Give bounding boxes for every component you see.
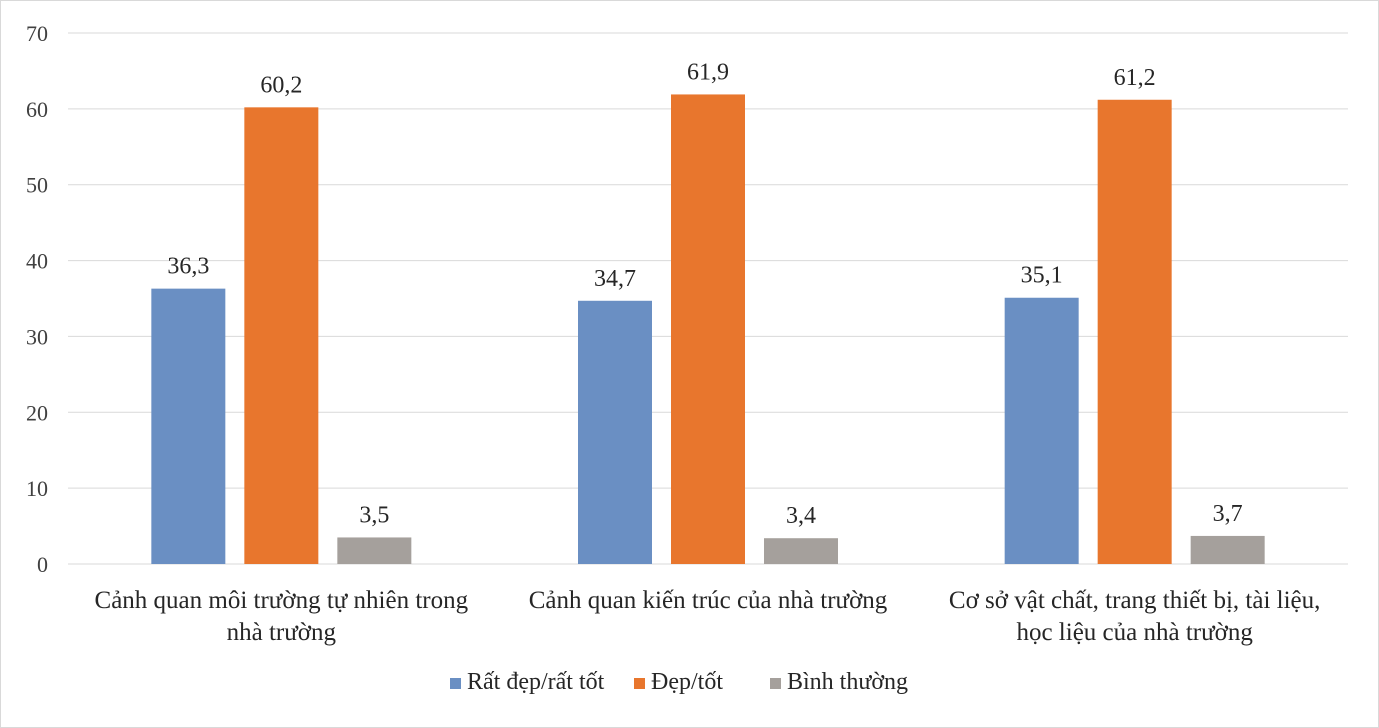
y-tick-label: 40	[26, 249, 48, 274]
y-tick-label: 20	[26, 400, 48, 425]
y-tick-label: 10	[26, 476, 48, 501]
legend-label: Bình thường	[787, 669, 908, 695]
data-label: 60,2	[260, 72, 302, 98]
category-label: Cảnh quan kiến trúc của nhà trường	[529, 587, 888, 614]
data-label: 35,1	[1021, 263, 1063, 289]
data-label: 34,7	[594, 266, 636, 292]
bar	[1004, 297, 1079, 564]
bars	[151, 94, 1265, 565]
category-label: Cơ sở vật chất, trang thiết bị, tài liệu…	[949, 587, 1321, 614]
bar	[151, 288, 226, 564]
legend-swatch	[450, 678, 461, 689]
legend: Rất đẹp/rất tốt Đẹp/tốt Bình thường	[450, 669, 908, 695]
data-labels: 36,3 60,2 3,5 34,7 61,9 3,4 35,1 61,2 3,7	[167, 59, 1242, 529]
y-tick-label: 30	[26, 324, 48, 349]
y-tick-label: 70	[26, 21, 48, 46]
data-label: 36,3	[167, 254, 209, 280]
bar	[337, 537, 412, 564]
data-label: 61,9	[687, 59, 729, 85]
category-label: Cảnh quan môi trường tự nhiên trong	[95, 587, 469, 614]
y-tick-label: 60	[26, 97, 48, 122]
legend-swatch	[770, 678, 781, 689]
category-label: nhà trường	[227, 619, 337, 646]
y-tick-label: 50	[26, 173, 48, 198]
category-label: học liệu của nhà trường	[1016, 619, 1253, 646]
y-axis: 0 10 20 30 40 50 60 70	[26, 21, 48, 577]
data-label: 3,4	[786, 503, 816, 529]
x-axis: Cảnh quan môi trường tự nhiên trong nhà t…	[95, 587, 1321, 646]
bar	[1190, 535, 1265, 564]
y-tick-label: 0	[37, 552, 48, 577]
bar	[244, 107, 319, 564]
data-label: 3,7	[1213, 501, 1243, 527]
legend-label: Đẹp/tốt	[651, 669, 723, 695]
bar	[764, 538, 838, 564]
legend-label: Rất đẹp/rất tốt	[467, 669, 605, 695]
data-label: 3,5	[359, 502, 389, 528]
bar	[1097, 99, 1172, 565]
bar	[671, 94, 745, 565]
bar	[578, 300, 652, 564]
data-label: 61,2	[1114, 65, 1156, 91]
legend-swatch	[634, 678, 645, 689]
